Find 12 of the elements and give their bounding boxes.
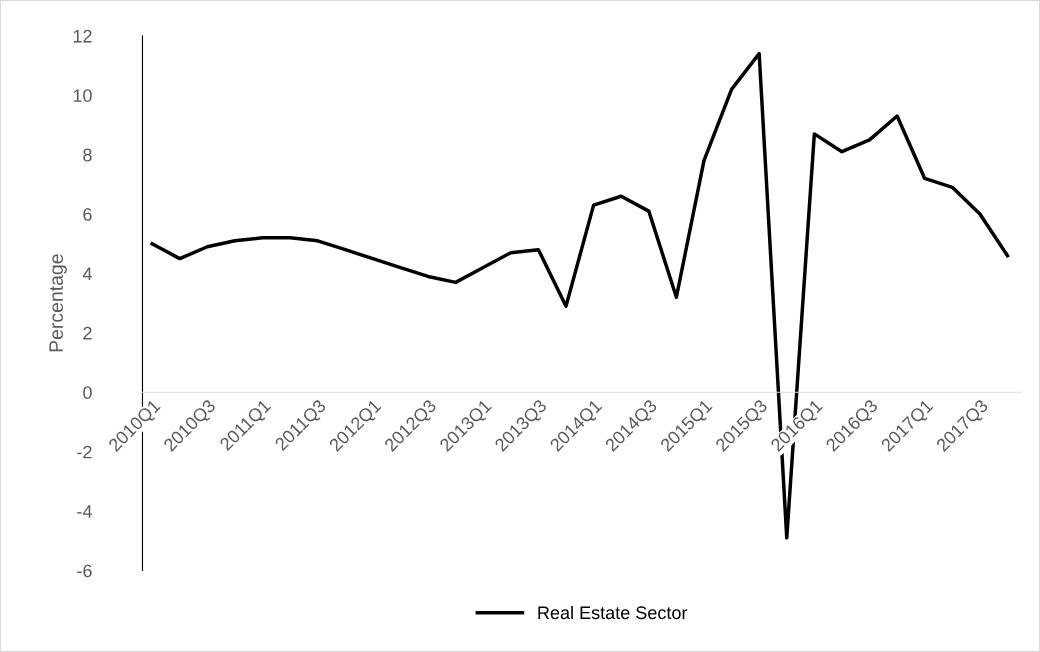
y-tick-label: 6 bbox=[83, 208, 92, 221]
y-tick-label: 12 bbox=[73, 29, 92, 43]
y-tick-label: -2 bbox=[77, 445, 92, 459]
y-tick-label: 10 bbox=[73, 89, 92, 102]
y-tick-label: 2 bbox=[83, 326, 92, 340]
y-tick-label: 4 bbox=[82, 267, 92, 281]
y-axis-title: Percentage bbox=[49, 254, 67, 352]
y-tick-label: 0 bbox=[83, 386, 92, 400]
legend-label: Real Estate Sector bbox=[538, 605, 688, 620]
y-tick-label: 8 bbox=[83, 148, 92, 162]
y-tick-label: -4 bbox=[77, 505, 92, 518]
y-tick-label: -6 bbox=[77, 564, 92, 578]
